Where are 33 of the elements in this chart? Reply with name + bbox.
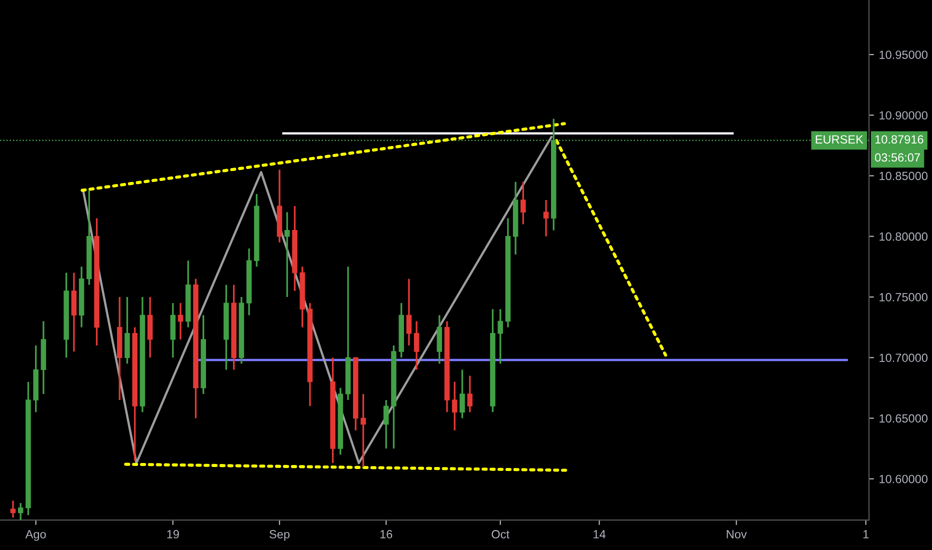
candlestick: [414, 320, 420, 371]
y-tick-label: 10.75000: [880, 293, 928, 302]
candlestick: [10, 500, 16, 518]
x-tick-label: 16: [380, 530, 392, 538]
candlestick: [360, 393, 366, 468]
x-tick-label: Sep: [270, 530, 290, 541]
candlestick: [460, 368, 465, 420]
candlestick: [18, 502, 24, 520]
candlestick: [498, 308, 503, 364]
x-tick-label: 19: [167, 530, 179, 538]
candlestick: [543, 199, 549, 238]
candlestick: [406, 278, 412, 346]
x-tick-label: 14: [594, 530, 606, 538]
candlestick: [520, 180, 526, 226]
text: 03:56:07: [875, 153, 920, 162]
annotation: EURSEK: [816, 135, 864, 144]
y-tick-label: 10.80000: [880, 232, 928, 241]
candlestick: [452, 381, 458, 432]
x-tick-label: Oct: [492, 530, 510, 538]
y-tick-label: 10.85000: [880, 172, 928, 180]
candlestick: [284, 211, 290, 298]
x-tick-label: 1: [863, 530, 869, 538]
y-tick-label: 10.95000: [880, 50, 928, 59]
y-tick-label: 10.90000: [880, 111, 928, 120]
y-tick-label: 10.70000: [880, 354, 928, 362]
y-tick-label: 10.65000: [880, 414, 928, 423]
candlestick: [178, 302, 184, 340]
candlestick: [467, 374, 473, 413]
x-tick-label: Nov: [726, 530, 747, 538]
ref-line-label: 10.87916: [875, 135, 924, 144]
y-tick-label: 10.60000: [880, 474, 928, 484]
candlestick: [383, 399, 389, 450]
x-tick-label: Ago: [25, 530, 46, 541]
